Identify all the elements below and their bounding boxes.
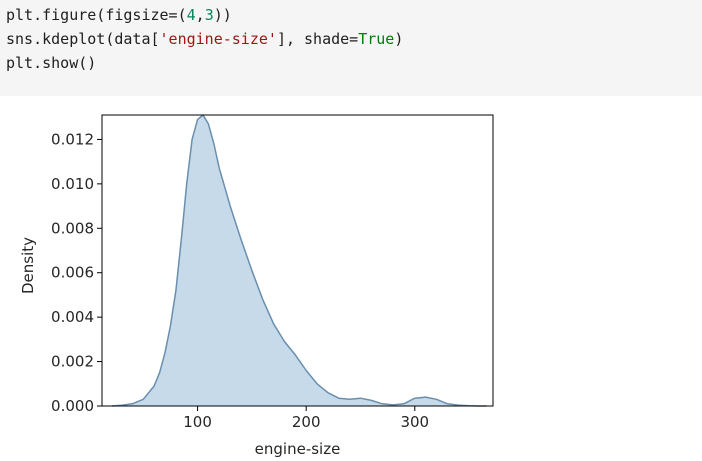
- code-token: )): [213, 6, 232, 24]
- x-tick-label: 100: [183, 413, 212, 431]
- density-area: [111, 115, 487, 406]
- y-tick-label: 0.002: [51, 353, 94, 371]
- code-token: sns.kdeplot(data[: [6, 30, 160, 48]
- y-tick-label: 0.004: [51, 308, 94, 326]
- code-cell[interactable]: plt.figure(figsize=(4,3)) sns.kdeplot(da…: [0, 0, 702, 96]
- code-token: plt.figure(figsize=(: [6, 6, 187, 24]
- code-line: sns.kdeplot(data['engine-size'], shade=T…: [6, 28, 403, 50]
- plot-frame: [101, 114, 494, 407]
- code-token: ,: [195, 6, 205, 24]
- y-tick-label: 0.000: [51, 397, 94, 415]
- code-token: True: [358, 30, 395, 48]
- code-token: 3: [204, 6, 214, 24]
- y-tick-label: 0.008: [51, 219, 94, 237]
- y-tick-label: 0.010: [51, 175, 94, 193]
- code-token: 4: [186, 6, 196, 24]
- kde-density-plot: 100 200 300 0.000 0.002 0.004 0.006 0.008 0.010 0…: [19, 114, 494, 458]
- y-tick-label: 0.006: [51, 264, 94, 282]
- code-token: ): [394, 30, 404, 48]
- code-line: plt.figure(figsize=(4,3)): [6, 4, 232, 26]
- x-tick-label: 300: [400, 413, 429, 431]
- code-line: plt.show(): [6, 52, 96, 74]
- y-tick-label: 0.012: [51, 130, 94, 148]
- code-token: 'engine-size': [159, 30, 277, 48]
- y-axis-label: Density: [19, 237, 37, 294]
- code-token: ], shade=: [276, 30, 359, 48]
- x-tick-label: 200: [292, 413, 321, 431]
- density-line: [111, 114, 487, 407]
- x-axis-label: engine-size: [255, 440, 341, 458]
- output-area: 100 200 300 0.000 0.002 0.004 0.006 0.008 0.010 0…: [0, 96, 702, 461]
- code-token: plt.show(): [6, 54, 97, 72]
